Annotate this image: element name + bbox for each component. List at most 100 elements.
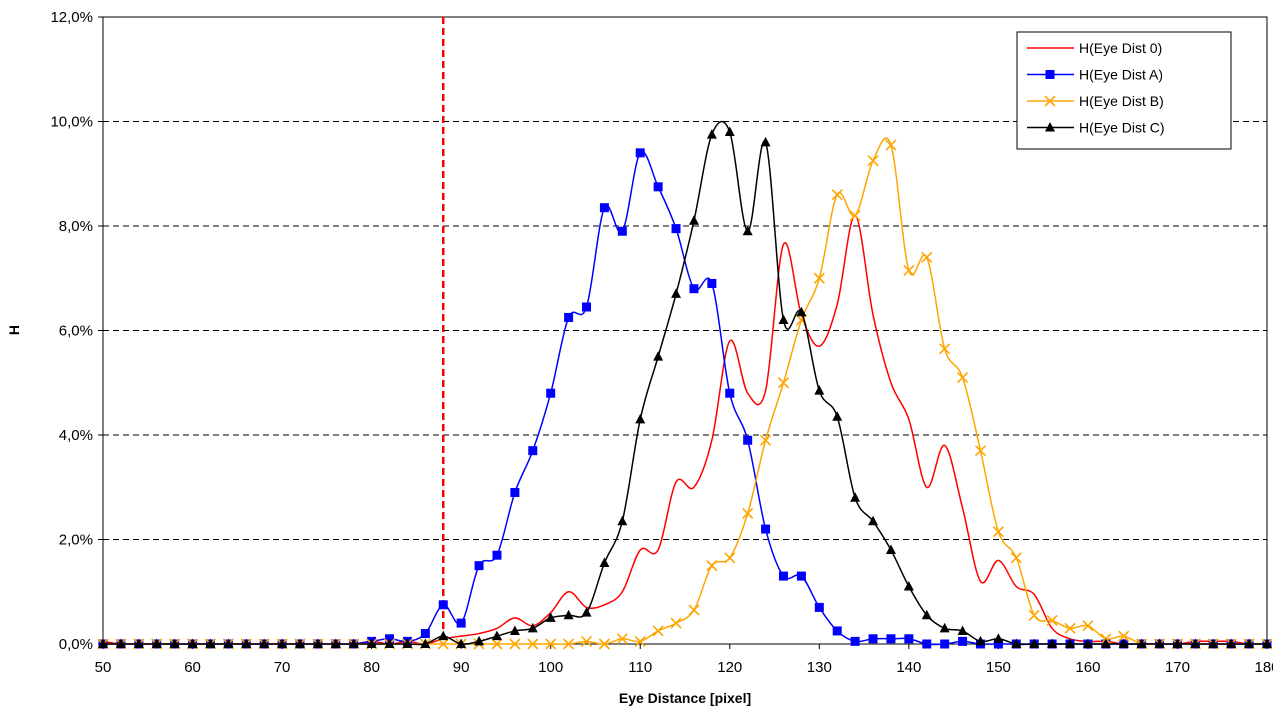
data-point <box>707 278 717 288</box>
data-point <box>958 636 968 646</box>
x-tick-label: 170 <box>1165 659 1190 676</box>
data-point <box>814 385 825 395</box>
data-point <box>1190 638 1201 648</box>
data-point <box>922 639 932 649</box>
data-point <box>885 139 897 151</box>
data-point <box>598 638 610 650</box>
data-point <box>1065 638 1076 648</box>
x-tick-label: 120 <box>717 659 742 676</box>
marker-stroke <box>491 638 503 650</box>
data-point <box>939 343 951 355</box>
marker-stroke <box>742 507 754 519</box>
data-point <box>492 550 502 560</box>
x-axis-label: Eye Distance [pixel] <box>619 690 751 706</box>
data-point <box>743 435 753 445</box>
data-point <box>760 136 771 147</box>
data-point <box>813 272 825 284</box>
data-point <box>456 618 466 628</box>
marker-stroke <box>831 189 843 201</box>
data-point <box>528 446 538 456</box>
data-point <box>652 625 664 637</box>
data-point <box>438 600 448 610</box>
data-point <box>617 226 627 236</box>
data-point <box>169 638 180 648</box>
data-point <box>1172 638 1183 648</box>
x-tick-label: 70 <box>274 659 291 676</box>
legend-marker <box>1045 122 1055 132</box>
marker-stroke <box>706 560 718 572</box>
data-point <box>151 638 162 648</box>
data-point <box>635 148 645 158</box>
x-tick-label: 50 <box>95 659 112 676</box>
marker-stroke <box>598 638 610 650</box>
marker-stroke <box>634 635 646 647</box>
data-point <box>796 571 806 581</box>
data-point <box>1226 638 1237 648</box>
marker-stroke <box>545 638 557 650</box>
y-tick-label: 2,0% <box>59 532 93 549</box>
data-point <box>974 445 987 457</box>
data-point <box>1046 614 1058 627</box>
data-point <box>796 306 807 317</box>
data-point <box>940 639 950 649</box>
legend-item: H(Eye Dist A) <box>1027 67 1163 83</box>
y-tick-label: 6,0% <box>59 323 93 340</box>
y-tick-label: 8,0% <box>59 218 93 235</box>
marker-stroke <box>777 377 790 389</box>
legend-label: H(Eye Dist A) <box>1079 67 1163 83</box>
data-point <box>688 604 700 616</box>
marker-stroke <box>992 526 1004 538</box>
x-tick-label: 180 <box>1254 659 1273 676</box>
data-point <box>1262 638 1272 648</box>
data-point <box>993 633 1004 643</box>
tick-labels: 0,0% 2,0% 4,0% 6,0% 8,0% 10,0% 12,0% 50 60 70 80 90… <box>50 9 1273 676</box>
data-point <box>348 638 359 648</box>
data-point <box>616 633 628 645</box>
data-point <box>867 155 879 167</box>
marker-stroke <box>1028 609 1040 621</box>
data-point <box>617 515 628 526</box>
data-point <box>580 635 593 647</box>
x-tick-label: 90 <box>453 659 470 676</box>
series-0 <box>102 214 1268 645</box>
marker-stroke <box>795 314 807 326</box>
data-point <box>634 635 646 647</box>
data-point <box>671 288 682 298</box>
data-point <box>1011 638 1022 648</box>
data-point <box>832 626 842 636</box>
data-point <box>725 388 735 398</box>
data-point <box>581 607 592 617</box>
data-point <box>241 638 252 648</box>
legend-item: H(Eye Dist C) <box>1027 120 1165 136</box>
data-point <box>420 638 431 648</box>
data-point <box>509 638 521 650</box>
data-point <box>1082 638 1093 648</box>
data-point <box>939 622 950 633</box>
y-tick-label: 0,0% <box>59 636 93 653</box>
data-point <box>1208 638 1219 648</box>
data-point <box>563 638 575 650</box>
data-point <box>599 203 609 213</box>
legend-item: H(Eye Dist B) <box>1027 93 1164 109</box>
marker-stroke <box>885 139 897 151</box>
data-point <box>330 638 341 648</box>
data-point <box>420 629 430 639</box>
data-point <box>582 302 592 312</box>
x-tick-label: 160 <box>1075 659 1100 676</box>
data-point <box>402 638 413 648</box>
data-point <box>777 377 790 389</box>
series-1 <box>98 148 1272 649</box>
data-point <box>510 487 520 497</box>
marker-stroke <box>563 638 575 650</box>
data-point <box>724 552 736 564</box>
marker-stroke <box>437 638 449 650</box>
data-point <box>868 515 879 526</box>
x-tick-label: 60 <box>184 659 201 676</box>
data-point <box>1136 638 1147 648</box>
data-point <box>563 609 574 620</box>
data-point <box>1064 622 1076 634</box>
data-point <box>868 634 878 644</box>
data-point <box>993 639 1003 649</box>
data-point <box>724 126 735 136</box>
marker-stroke <box>688 604 700 616</box>
